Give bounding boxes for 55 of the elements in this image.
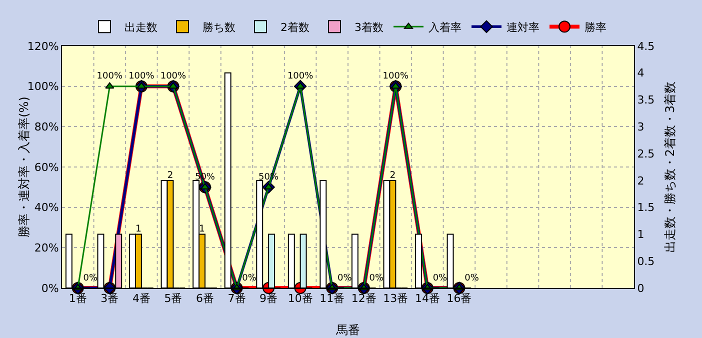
x-tick-label: 9番 <box>260 292 278 306</box>
legend-label: 連対率 <box>506 20 540 34</box>
legend-label: 2着数 <box>280 20 310 34</box>
data-label: 0% <box>337 273 352 284</box>
y-tick-label: 40% <box>34 201 59 214</box>
y2-tick-label: 0 <box>637 282 644 295</box>
x-tick-label: 1番 <box>68 292 87 306</box>
x-tick-label: 16番 <box>446 292 472 306</box>
data-label: 0% <box>464 273 480 284</box>
x-axis-title: 馬番 <box>335 323 360 337</box>
data-label: 2 <box>167 170 174 181</box>
data-label: 100% <box>96 72 123 82</box>
y-axis-title: 勝率・連対率・入着率(%) <box>17 96 31 238</box>
y-tick-label: 20% <box>34 242 59 255</box>
data-label: 1 <box>199 224 206 235</box>
legend-label: 出走数 <box>124 20 158 34</box>
x-tick-label: 4番 <box>132 292 150 306</box>
data-label: 100% <box>382 72 409 82</box>
legend-label: 入着率 <box>428 20 462 34</box>
x-tick-label: 14番 <box>414 292 440 306</box>
data-label: 0% <box>242 273 257 284</box>
y2-tick-label: 4.5 <box>637 40 655 53</box>
y2-tick-label: 1 <box>637 228 644 242</box>
legend-label: 3着数 <box>354 20 384 34</box>
data-label: 100% <box>128 72 155 82</box>
x-tick-label: 7番 <box>228 292 246 306</box>
y-tick-label: 60% <box>34 160 59 174</box>
y2-tick-label: 2 <box>637 174 644 188</box>
y-tick-label: 120% <box>27 40 59 53</box>
x-tick-label: 12番 <box>351 292 376 306</box>
x-tick-label: 13番 <box>383 292 408 306</box>
x-tick-label: 6番 <box>196 292 214 306</box>
data-label: 0% <box>83 273 98 284</box>
data-label: 0% <box>369 273 384 284</box>
y-tick-label: 0% <box>41 282 59 295</box>
y2-tick-label: 0.5 <box>637 254 655 268</box>
y-tick-label: 100% <box>27 80 59 94</box>
x-tick-label: 5番 <box>164 292 182 306</box>
y2-tick-label: 4 <box>637 66 644 80</box>
x-tick-label: 11番 <box>320 292 345 306</box>
data-label: 0% <box>432 273 448 284</box>
y2-tick-label: 3 <box>637 120 644 134</box>
y2-tick-label: 1.5 <box>637 201 655 214</box>
y2-tick-label: 2.5 <box>637 147 655 160</box>
x-tick-label: 3番 <box>100 292 119 306</box>
y2-tick-label: 3.5 <box>637 94 655 107</box>
legend-label: 勝率 <box>584 20 606 34</box>
legend-label: 勝ち数 <box>202 20 236 34</box>
y2-axis-title: 出走数・勝ち数・2着数・3着数 <box>663 81 677 253</box>
y-tick-label: 80% <box>34 120 59 134</box>
x-tick-label: 10番 <box>288 292 313 306</box>
data-label: 100% <box>287 72 314 82</box>
data-label: 1 <box>135 224 142 235</box>
data-label: 100% <box>160 72 187 82</box>
data-label: 2 <box>390 170 396 181</box>
